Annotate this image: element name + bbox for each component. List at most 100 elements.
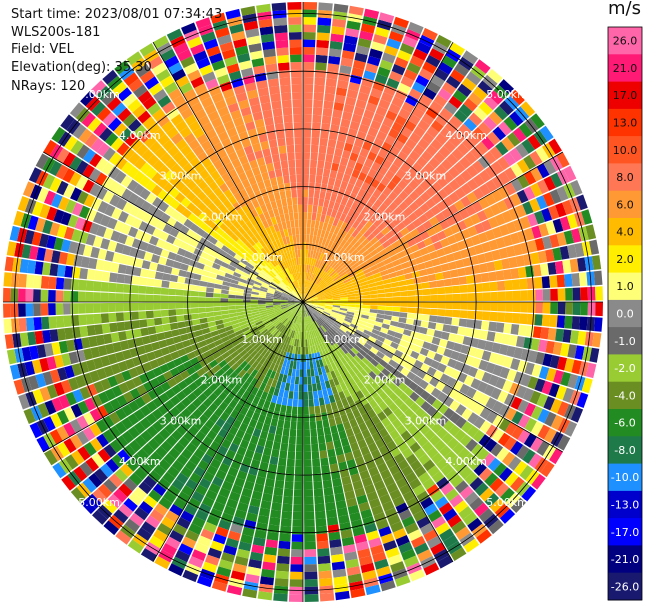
ray-gate (413, 319, 422, 327)
ray-gate (303, 114, 312, 123)
ray-gate (317, 344, 322, 352)
ray-gate (303, 299, 311, 302)
ray-gate (491, 160, 504, 175)
ray-gate (339, 292, 348, 296)
ray-gate (317, 435, 326, 444)
ray-gate (524, 362, 535, 375)
ray-gate (245, 512, 258, 523)
ray-gate (471, 357, 482, 369)
ray-gate (389, 146, 401, 157)
ray-gate (375, 280, 384, 286)
ray-gate (238, 541, 252, 552)
ray-gate (368, 537, 382, 548)
ray-gate (293, 307, 299, 314)
ray-gate (153, 433, 166, 446)
range-ring-label: 2.00km (201, 210, 243, 223)
ray-gate (330, 286, 338, 292)
ray-gate (330, 401, 338, 411)
ray-gate (56, 264, 66, 277)
ray-gate (325, 300, 333, 302)
ray-gate (218, 391, 228, 402)
ray-gate (390, 521, 404, 533)
ray-gate (115, 302, 124, 312)
ray-gate (249, 551, 264, 562)
ray-gate (277, 548, 290, 557)
ray-gate (228, 425, 239, 436)
ray-gate (310, 428, 318, 437)
ray-gate (294, 315, 298, 323)
ray-gate (496, 447, 510, 462)
ray-gate (223, 376, 233, 386)
ray-gate (431, 399, 443, 410)
ray-gate (387, 235, 397, 245)
ray-gate (553, 369, 564, 385)
ray-gate (292, 99, 302, 108)
ray-gate (316, 525, 328, 535)
ray-gate (247, 442, 257, 452)
ray-gate (228, 302, 236, 306)
ray-gate (303, 227, 307, 235)
ray-gate (149, 535, 165, 549)
ray-gate (423, 162, 435, 175)
ray-gate (541, 276, 551, 289)
ray-gate (229, 371, 238, 380)
ray-gate (383, 257, 392, 265)
ray-gate (193, 448, 205, 460)
ray-gate (398, 201, 409, 212)
ray-gate (364, 374, 374, 384)
ray-gate (335, 87, 348, 97)
ray-gate (482, 311, 491, 321)
ray-gate (375, 105, 388, 117)
ray-gate (467, 366, 478, 378)
ray-gate (315, 518, 327, 527)
ray-gate (148, 470, 162, 483)
ray-gate (218, 519, 232, 531)
ray-gate (257, 437, 267, 447)
ray-gate (310, 227, 315, 236)
ray-gate (288, 167, 296, 176)
ray-gate (340, 273, 349, 280)
ray-gate (418, 453, 431, 466)
ray-gate (333, 393, 341, 402)
ray-gate (307, 307, 313, 315)
ray-gate (301, 309, 303, 317)
ray-gate (319, 374, 325, 383)
ray-gate (303, 204, 308, 213)
ray-gate (371, 227, 381, 237)
ray-gate (352, 480, 364, 491)
ray-gate (300, 249, 303, 258)
ray-gate (314, 503, 325, 512)
ray-gate (394, 89, 408, 101)
ray-gate (369, 204, 378, 215)
ray-gate (355, 304, 363, 308)
ray-gate (316, 328, 322, 336)
ray-gate (197, 459, 210, 471)
ray-gate (291, 406, 298, 415)
ray-gate (321, 206, 328, 215)
ray-gate (220, 512, 234, 524)
ray-gate (331, 553, 345, 563)
ray-gate (349, 337, 358, 345)
ray-gate (108, 312, 117, 323)
ray-gate (459, 466, 473, 480)
ray-gate (271, 394, 278, 404)
ray-gate (280, 317, 288, 324)
ray-gate (264, 56, 277, 65)
ray-gate (145, 286, 154, 295)
ray-gate (356, 371, 365, 381)
ray-gate (529, 390, 542, 405)
ray-gate (476, 253, 487, 264)
ray-gate (567, 244, 577, 259)
ray-gate (329, 315, 337, 321)
ray-gate (242, 352, 250, 361)
ray-gate (304, 331, 307, 340)
ray-gate (201, 453, 213, 465)
ray-gate (335, 590, 350, 601)
ray-gate (290, 322, 295, 330)
ray-gate (295, 159, 303, 168)
ray-gate (325, 303, 333, 305)
ray-gate (360, 445, 371, 456)
ray-gate (340, 414, 349, 424)
ray-gate (315, 288, 322, 294)
ray-gate (213, 302, 221, 307)
